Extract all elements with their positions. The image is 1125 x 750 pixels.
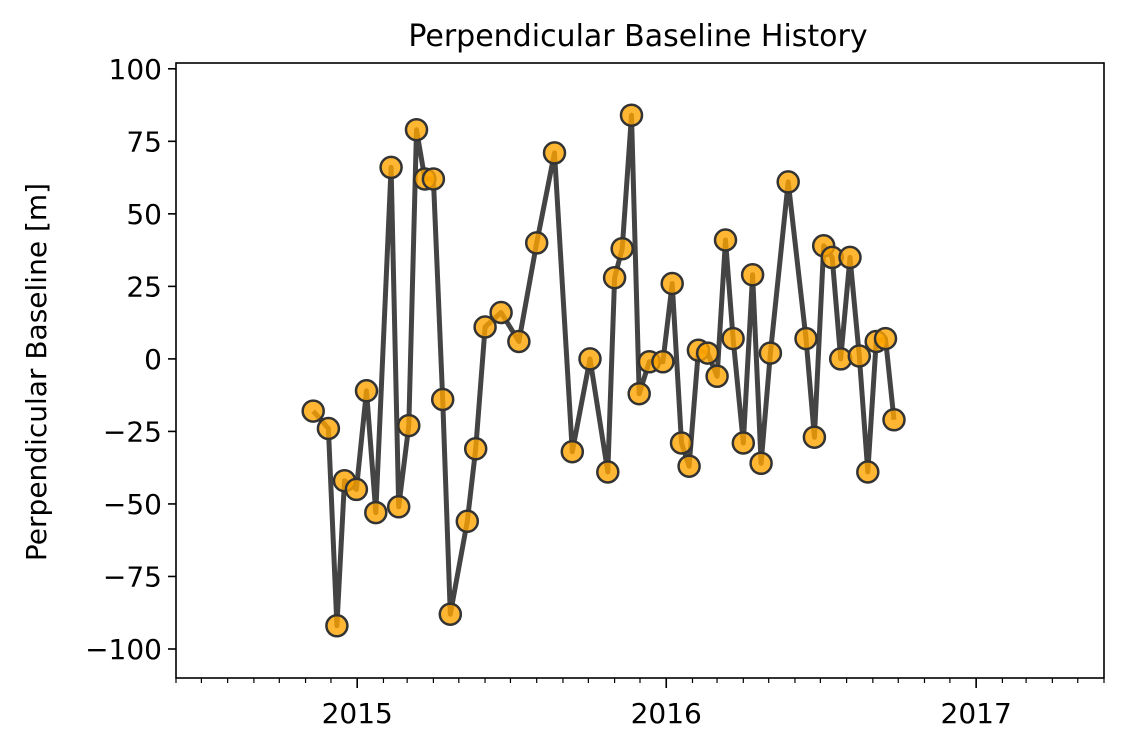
data-point (316, 416, 341, 441)
data-point (669, 431, 694, 455)
data-point (705, 364, 729, 389)
data-point (325, 614, 349, 638)
data-point (354, 379, 379, 403)
data-point (856, 460, 880, 484)
data-point (731, 431, 756, 455)
data-point (651, 350, 675, 374)
data-point (596, 460, 620, 484)
y-tick-label: −50 (103, 488, 162, 521)
data-point (560, 439, 585, 464)
data-point (379, 155, 403, 180)
y-tick-label: −25 (103, 415, 162, 448)
series-line (311, 112, 897, 629)
data-point (802, 425, 827, 449)
y-tick-label: 100 (109, 53, 162, 86)
data-point (397, 413, 421, 438)
data-point (455, 509, 480, 534)
data-point (882, 408, 906, 432)
data-point (847, 344, 872, 368)
data-point (489, 300, 513, 325)
data-point (721, 326, 745, 351)
data-point (578, 347, 602, 371)
data-point (695, 341, 720, 365)
y-tick-label: 75 (126, 125, 162, 158)
data-point (838, 245, 862, 270)
data-point (776, 170, 800, 194)
data-point (301, 399, 325, 423)
y-axis-label: Perpendicular Baseline [m] (20, 183, 53, 561)
y-tick-label: −100 (85, 633, 162, 666)
data-point (740, 263, 765, 287)
data-point (473, 315, 497, 339)
data-point (463, 437, 488, 461)
data-point (749, 451, 773, 476)
data-point (344, 477, 369, 502)
x-tick-label: 2016 (631, 697, 702, 730)
data-point (364, 500, 388, 525)
data-point (430, 387, 455, 412)
x-tick-label: 2015 (322, 697, 393, 730)
plot-area: −100 −75 −50 −25 0 25 50 75 100 2015 2016 2017 (85, 53, 1105, 730)
x-tick-label: 2017 (941, 697, 1012, 730)
data-point (386, 495, 411, 519)
y-tick-label: 25 (126, 270, 162, 303)
data-point (542, 141, 567, 165)
y-tick-label: −75 (103, 560, 162, 593)
data-point (677, 454, 701, 478)
data-point (610, 236, 634, 261)
data-point (524, 231, 549, 255)
data-point (507, 329, 531, 354)
data-point (627, 381, 651, 406)
chart-title: Perpendicular Baseline History (408, 19, 867, 54)
data-point (713, 228, 738, 252)
data-point (660, 271, 684, 296)
data-point (404, 117, 429, 142)
y-tick-label: 50 (126, 198, 162, 231)
data-point (794, 326, 818, 351)
data-point (438, 602, 463, 626)
data-point (758, 341, 783, 365)
data-point (619, 103, 644, 127)
data-point (873, 326, 898, 351)
data-point (421, 167, 446, 191)
y-tick-label: 0 (144, 343, 162, 376)
data-point (602, 265, 627, 290)
